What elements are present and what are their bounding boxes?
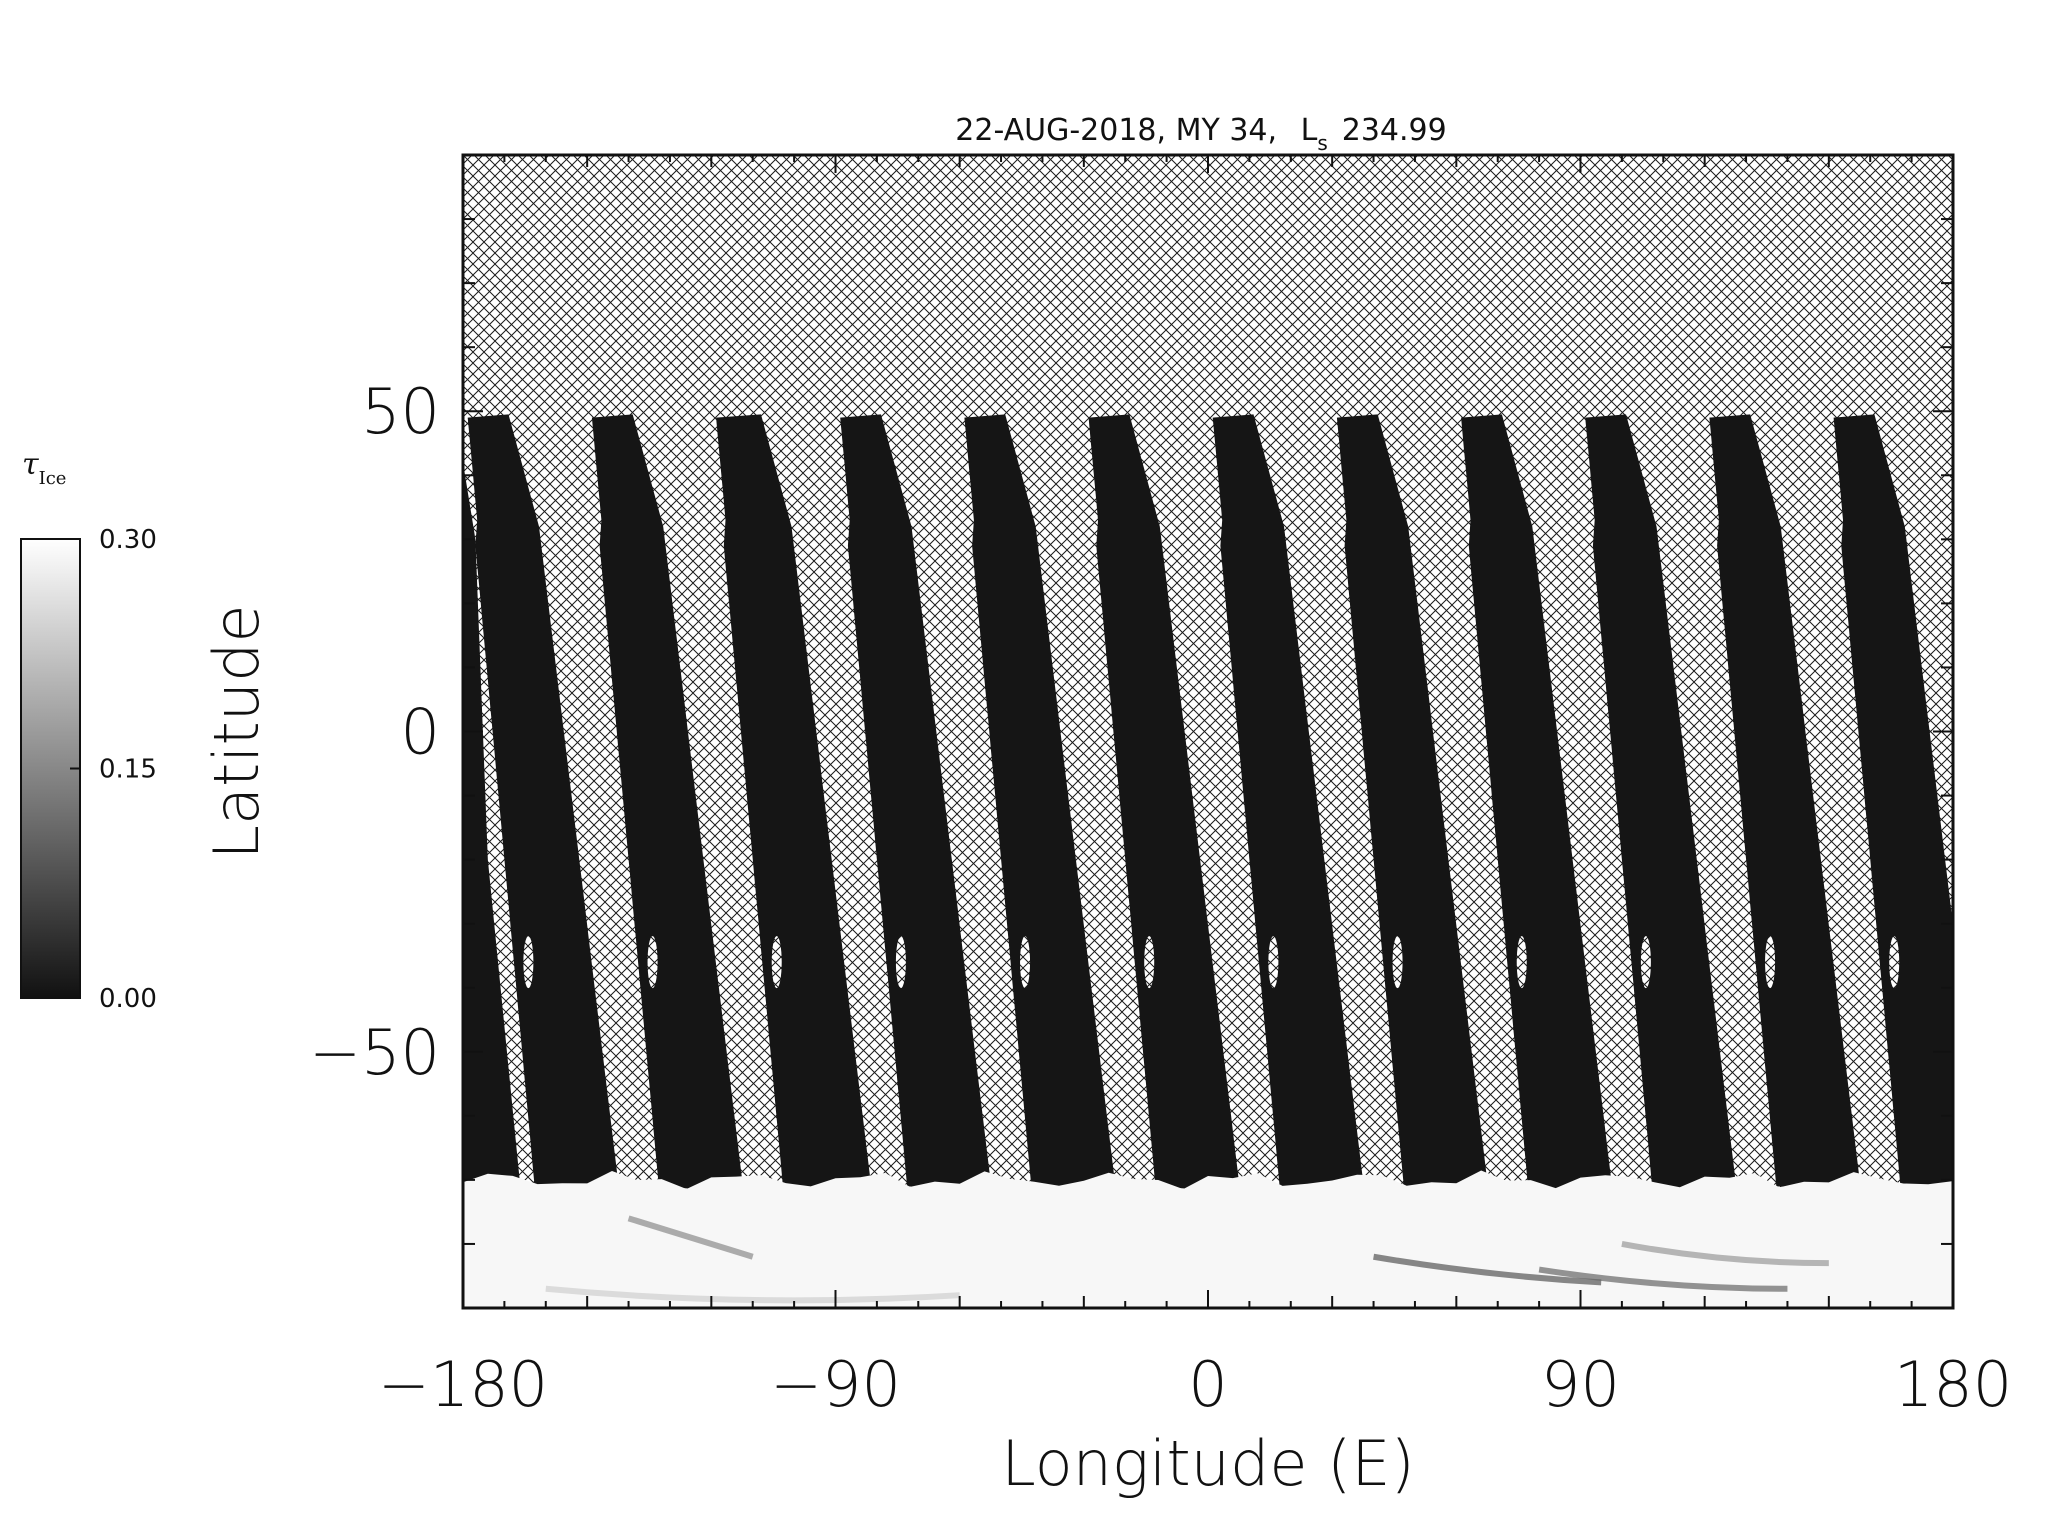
colorbar-ticks: 0.00 0.15 0.30 [70, 525, 157, 1014]
ice-swath [1336, 414, 1489, 1193]
swath-gap [1765, 936, 1776, 989]
polar-streak [627, 1215, 754, 1260]
ice-swath [1088, 414, 1241, 1193]
swath-gap [771, 936, 782, 989]
swath-gap [895, 936, 906, 989]
polar-streak [1621, 1240, 1829, 1267]
ice-swath [467, 414, 620, 1193]
x-tick-label: 180 [1894, 1348, 2012, 1421]
swath-gap [1020, 936, 1031, 989]
chart-title: 22-AUG-2018, MY 34, Ls 234.99 [955, 113, 1446, 155]
ice-swath [716, 414, 872, 1193]
y-tick-label: 0 [401, 696, 440, 769]
swath-gap [1516, 936, 1527, 989]
ice-swath [964, 414, 1117, 1193]
ice-swath [1709, 414, 1862, 1193]
polar-streak [1373, 1253, 1602, 1286]
swath-gap [1640, 936, 1651, 989]
ice-swath [1212, 414, 1365, 1193]
ice-opacity-swaths [463, 414, 1953, 1193]
swath-gap [1144, 936, 1155, 989]
x-tick-label: 90 [1541, 1348, 1620, 1421]
swath-gap [647, 936, 658, 989]
colorbar: τIce 0.00 0.15 0.30 [20, 447, 157, 1014]
swath-gap [1268, 936, 1279, 989]
colorbar-tick-label: 0.30 [99, 525, 157, 555]
x-tick-label: −90 [770, 1348, 901, 1421]
swath-gap [1889, 936, 1900, 989]
ice-swath [1461, 414, 1613, 1193]
ice-swath [1585, 414, 1737, 1193]
y-axis-ticks: −50 0 50 [309, 218, 1953, 1245]
swath-gap [523, 936, 534, 989]
colorbar-tick-label: 0.00 [99, 984, 157, 1014]
colorbar-tick-label: 0.15 [99, 755, 157, 785]
swath-gap [1392, 936, 1403, 989]
ice-swath [840, 414, 992, 1193]
polar-shading-streaks [545, 1215, 1829, 1304]
polar-streak [545, 1285, 960, 1304]
x-axis-ticks: −180 −90 0 90 180 [378, 155, 2012, 1421]
x-tick-label: −180 [378, 1348, 548, 1421]
polar-streak [1538, 1266, 1788, 1292]
x-axis-label: Longitude (E) [1001, 1427, 1414, 1500]
colorbar-label: τIce [22, 447, 66, 489]
x-tick-label: 0 [1188, 1348, 1227, 1421]
y-axis-label: Latitude [200, 604, 273, 859]
ice-swath [591, 414, 744, 1193]
ice-swath-edge [463, 462, 521, 1193]
y-tick-label: −50 [309, 1016, 440, 1089]
ice-swath [1833, 414, 1953, 1191]
map-plot-area [463, 155, 1953, 1308]
y-tick-label: 50 [361, 375, 440, 448]
